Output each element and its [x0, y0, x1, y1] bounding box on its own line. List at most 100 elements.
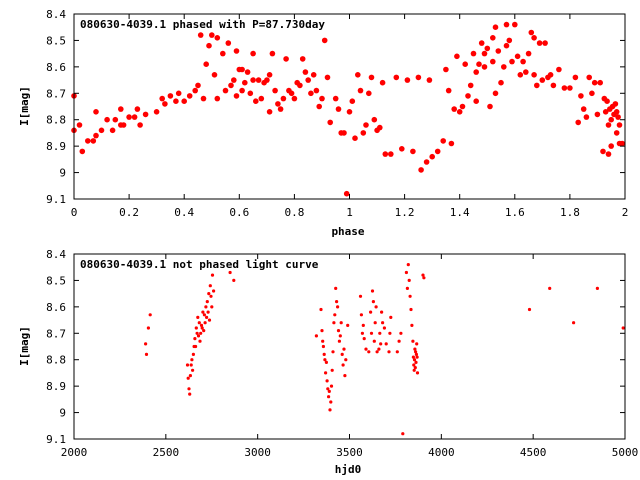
unphased-data-point [344, 358, 348, 362]
phased-data-point [305, 77, 312, 83]
unphased-data-point [204, 305, 208, 309]
unphased-data-point [228, 270, 232, 275]
unphased-data-point [360, 331, 364, 335]
phased-data-point [434, 148, 441, 155]
unphased-data-point [197, 321, 201, 325]
unphased-data-point [401, 432, 405, 436]
unphased-y-axis-label: I[mag] [18, 326, 31, 366]
phased-data-point [79, 148, 86, 155]
phased-data-point [591, 79, 598, 86]
phased-data-point [481, 50, 488, 57]
phased-data-point [594, 111, 601, 118]
phased-x-tick-label: 0.4 [174, 206, 194, 219]
unphased-data-point [194, 326, 198, 330]
phased-data-point [277, 106, 284, 112]
phased-data-point [308, 90, 314, 97]
unphased-data-point [196, 315, 200, 319]
unphased-data-point [399, 331, 403, 335]
phased-data-point [440, 138, 447, 144]
unphased-data-point [415, 355, 419, 359]
phased-data-point [531, 35, 537, 41]
phased-data-point [415, 74, 422, 81]
unphased-data-point [212, 289, 216, 293]
phased-data-point [377, 124, 383, 131]
unphased-data-point [330, 368, 334, 372]
phased-data-point [253, 98, 259, 104]
unphased-x-tick-label: 4500 [520, 446, 547, 459]
phased-data-point [418, 167, 424, 173]
unphased-data-point [206, 310, 210, 314]
unphased-data-point [322, 352, 326, 356]
unphased-y-tick-label: 8.8 [46, 354, 66, 367]
unphased-data-point [414, 360, 418, 364]
phased-x-tick-label: 2 [622, 206, 629, 219]
unphased-data-point [412, 363, 416, 367]
unphased-data-point [326, 387, 330, 391]
phased-data-point [239, 87, 245, 94]
phased-data-point [118, 106, 124, 112]
phased-data-point [506, 37, 513, 44]
phased-data-point [399, 146, 405, 152]
unphased-data-point [331, 350, 335, 354]
unphased-data-point [323, 358, 327, 362]
phased-data-point [514, 53, 521, 60]
phased-data-point [280, 95, 287, 102]
phased-y-axis-label: I[mag] [18, 86, 31, 126]
phased-data-point [550, 82, 557, 89]
phased-data-point [484, 45, 491, 52]
unphased-data-point [202, 313, 206, 317]
unphased-data-point [621, 326, 625, 330]
phased-data-point [404, 77, 411, 83]
unphased-data-point [327, 395, 331, 399]
phased-x-tick-label: 0.8 [284, 206, 304, 219]
phased-plot: 0 0.2 0.4 0.6 0.8 1 1.2 1.4 1.6 1.8 2 8.4 8.5 8.6 8.7… [18, 8, 628, 238]
unphased-data-point [144, 342, 148, 346]
phased-data-point [426, 77, 433, 83]
phased-data-point [302, 69, 309, 75]
unphased-data-point [199, 323, 204, 327]
unphased-data-point [364, 347, 368, 351]
phased-data-point [264, 77, 270, 83]
phased-x-tick-label: 1.4 [450, 206, 470, 219]
unphased-data-point [415, 342, 419, 346]
phased-data-point [490, 58, 496, 65]
phased-data-point [266, 109, 273, 115]
unphased-data-point [334, 286, 338, 290]
phased-data-point [605, 122, 612, 128]
unphased-data-point [410, 323, 414, 327]
phased-data-point [454, 53, 460, 60]
phased-data-point [343, 190, 350, 197]
unphased-data-point [369, 310, 373, 314]
unphased-data-point [210, 305, 214, 309]
phased-data-point [575, 119, 581, 126]
phased-data-point [578, 93, 584, 99]
phased-data-point [547, 72, 554, 78]
phased-data-point [360, 130, 367, 136]
unphased-data-point [194, 344, 198, 349]
unphased-data-point [321, 344, 325, 349]
phased-data-point [556, 66, 562, 73]
unphased-data-point [195, 331, 199, 335]
unphased-data-point [406, 263, 410, 267]
phased-data-point [448, 140, 455, 147]
unphased-data-point [413, 366, 417, 370]
phased-data-point [462, 61, 469, 67]
unphased-data-point [411, 355, 415, 359]
phased-data-point [473, 98, 480, 104]
phased-data-point [604, 98, 610, 104]
phased-data-point [561, 85, 568, 91]
phased-data-point [619, 140, 625, 147]
unphased-data-point [412, 368, 416, 372]
phased-data-point [186, 93, 193, 99]
phased-data-point [200, 95, 207, 102]
phased-data-point [443, 66, 449, 73]
unphased-data-point [146, 326, 150, 330]
phased-data-point [297, 82, 303, 89]
phased-data-point [589, 90, 595, 97]
unphased-data-point [595, 286, 600, 290]
phased-data-point [244, 69, 251, 75]
unphased-data-point [367, 350, 371, 354]
unphased-x-ticks: 2000 2500 3000 3500 4000 4500 5000 [61, 254, 638, 459]
phased-data-point [503, 42, 510, 49]
phased-data-point [382, 151, 389, 157]
